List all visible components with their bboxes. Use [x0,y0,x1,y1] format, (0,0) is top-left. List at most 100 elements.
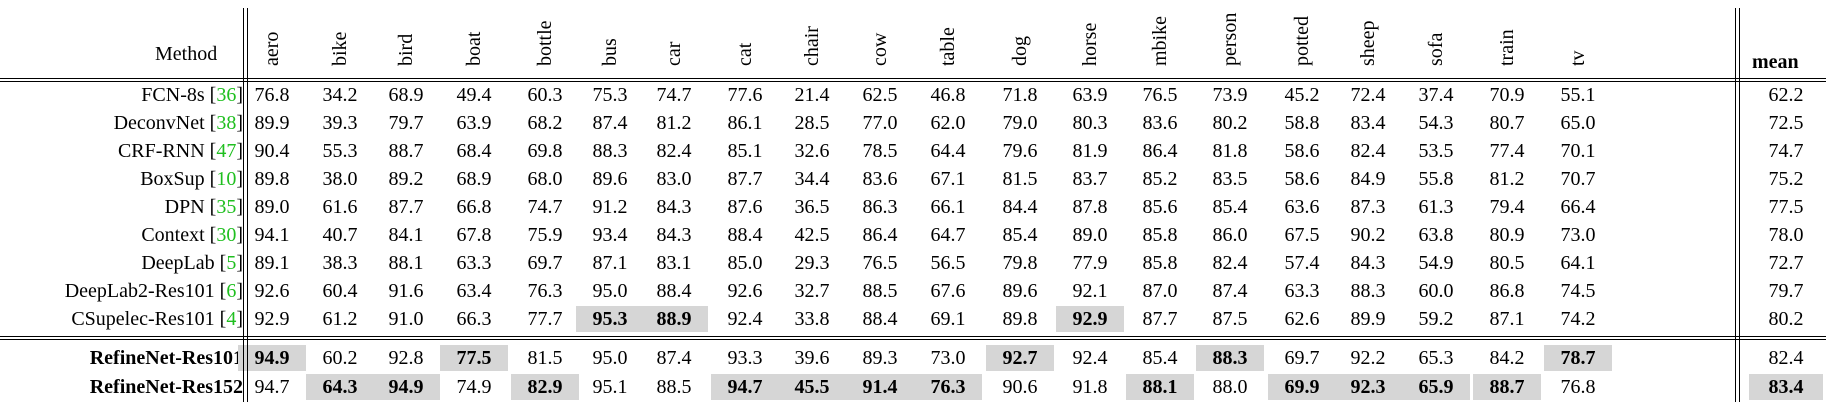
citation-link[interactable]: 4 [226,308,237,330]
value-cell: 88.7 [388,140,424,162]
citation-link[interactable]: 30 [216,224,237,246]
value-cell: 78.5 [862,140,898,162]
value-cell: 87.7 [388,196,424,218]
value-cell: 45.5 [778,374,846,400]
method-label: CSupelec-Res101 [71,308,215,330]
value-cell: 63.8 [1418,224,1454,246]
value-cell: 68.0 [527,168,563,190]
method-divider [243,8,244,402]
value-cell: 69.7 [1284,347,1320,369]
value-cell: 83.1 [656,252,692,274]
value-cell: 84.4 [1002,196,1038,218]
value-cell: 76.8 [254,84,290,106]
value-cell: 39.3 [322,112,358,134]
method-name: RefineNet-Res152 [90,374,243,400]
value-cell: 87.0 [1142,280,1178,302]
value-cell: 87.8 [1072,196,1108,218]
value-cell: 46.8 [930,84,966,106]
value-cell: 54.9 [1418,252,1454,274]
value-cell: 92.9 [254,308,290,330]
citation-link[interactable]: 6 [226,280,237,302]
value-cell: 33.8 [794,308,830,330]
value-cell: 34.2 [322,84,358,106]
value-cell: 74.9 [456,376,492,398]
value-cell: 86.1 [727,112,763,134]
mean-divider-double [1739,8,1740,402]
citation-link[interactable]: 5 [226,252,237,274]
value-cell: 82.4 [1212,252,1248,274]
value-cell: 79.6 [1002,140,1038,162]
value-cell: 85.4 [1212,196,1248,218]
value-cell: 67.1 [930,168,966,190]
value-cell: 87.4 [656,347,692,369]
value-cell: 76.5 [1142,84,1178,106]
value-cell: 83.5 [1212,168,1248,190]
header-rule [0,78,1826,79]
value-cell: 34.4 [794,168,830,190]
value-cell: 80.9 [1489,224,1525,246]
mean-cell: 83.4 [1749,374,1823,400]
value-cell: 63.4 [456,280,492,302]
mean-cell: 72.7 [1768,252,1804,274]
value-cell: 88.1 [388,252,424,274]
method-header: Method [155,43,218,65]
value-cell: 92.4 [1072,347,1108,369]
citation-link[interactable]: 38 [216,112,237,134]
value-cell: 90.6 [1002,376,1038,398]
value-cell: 83.6 [1142,112,1178,134]
value-cell: 81.2 [656,112,692,134]
value-cell: 63.3 [456,252,492,274]
value-cell: 62.6 [1284,308,1320,330]
value-cell: 86.4 [862,224,898,246]
value-cell: 73.0 [930,347,966,369]
citation: [38] [204,112,243,134]
method-divider-double [247,8,248,402]
value-cell: 28.5 [794,112,830,134]
citation-link[interactable]: 36 [216,84,237,106]
value-cell: 89.2 [388,168,424,190]
value-cell: 69.9 [1268,374,1336,400]
value-cell: 85.6 [1142,196,1178,218]
citation: [36] [204,84,243,106]
value-cell: 32.6 [794,140,830,162]
value-cell: 92.8 [388,347,424,369]
citation: [10] [204,168,243,190]
citation-link[interactable]: 47 [216,140,237,162]
citation-link[interactable]: 10 [216,168,237,190]
mean-divider [1735,8,1736,402]
value-cell: 92.6 [727,280,763,302]
citation: [47] [204,140,243,162]
column-header-sofa: sofa [1425,32,1447,66]
value-cell: 85.8 [1142,224,1178,246]
value-cell: 61.2 [322,308,358,330]
value-cell: 89.3 [862,347,898,369]
value-cell: 84.3 [1350,252,1386,274]
value-cell: 64.4 [930,140,966,162]
value-cell: 77.0 [862,112,898,134]
value-cell: 77.6 [727,84,763,106]
value-cell: 67.5 [1284,224,1320,246]
value-cell: 49.4 [456,84,492,106]
value-cell: 92.1 [1072,280,1108,302]
value-cell: 66.3 [456,308,492,330]
value-cell: 81.5 [1002,168,1038,190]
value-cell: 21.4 [794,84,830,106]
value-cell: 68.9 [456,168,492,190]
method-label: DeconvNet [113,112,205,134]
value-cell: 58.6 [1284,168,1320,190]
value-cell: 58.6 [1284,140,1320,162]
citation-link[interactable]: 35 [216,196,237,218]
value-cell: 88.0 [1212,376,1248,398]
method-label: DPN [164,196,205,218]
value-cell: 87.4 [592,112,628,134]
value-cell: 88.3 [1350,280,1386,302]
value-cell: 60.0 [1418,280,1454,302]
value-cell: 77.4 [1489,140,1525,162]
value-cell: 76.5 [862,252,898,274]
value-cell: 82.4 [1350,140,1386,162]
value-cell: 69.7 [527,252,563,274]
method-label: BoxSup [140,168,205,190]
value-cell: 64.7 [930,224,966,246]
method-name: FCN-8s [36] [141,82,243,108]
method-label: DeepLab2-Res101 [64,280,215,302]
